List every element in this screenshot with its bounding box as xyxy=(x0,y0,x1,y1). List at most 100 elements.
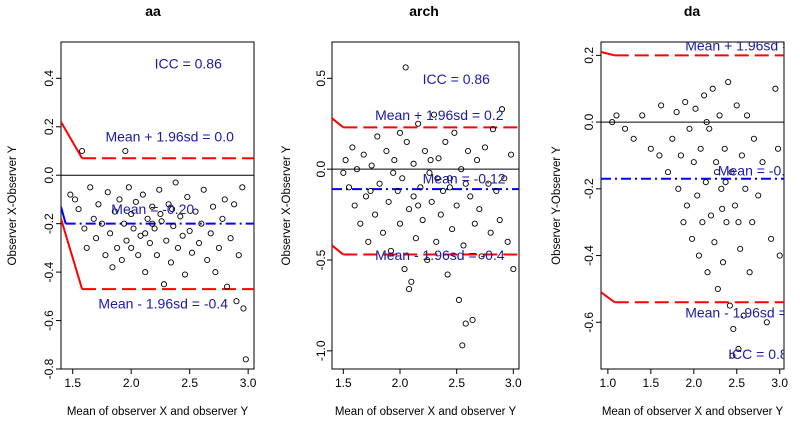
data-point xyxy=(402,64,409,71)
data-point xyxy=(207,230,214,237)
data-point xyxy=(496,216,503,224)
data-point xyxy=(706,125,713,132)
data-point xyxy=(682,99,689,106)
data-point xyxy=(399,175,406,182)
y-axis-label: Observer X-Observer Y xyxy=(7,145,19,265)
x-axis-label: Mean of observer X and observer Y xyxy=(602,406,784,418)
data-point xyxy=(464,147,472,155)
data-point xyxy=(733,102,740,109)
data-point xyxy=(184,193,191,201)
x-tick-label: 2.0 xyxy=(685,376,702,390)
data-point xyxy=(215,244,222,251)
data-point xyxy=(412,235,419,242)
data-point xyxy=(142,230,149,237)
data-point xyxy=(759,159,766,166)
data-point xyxy=(658,102,665,109)
data-point xyxy=(699,219,706,226)
data-point xyxy=(160,281,167,288)
data-point xyxy=(744,112,751,119)
data-point xyxy=(372,211,379,218)
data-point xyxy=(510,266,517,273)
data-point xyxy=(385,198,392,205)
data-point xyxy=(195,239,203,247)
data-point xyxy=(476,206,483,213)
data-point xyxy=(351,202,358,209)
data-point xyxy=(387,247,394,254)
data-point xyxy=(362,193,370,200)
data-point xyxy=(489,126,496,133)
data-point xyxy=(707,212,715,219)
data-point xyxy=(713,159,720,166)
data-point xyxy=(455,296,462,304)
annotation: Mean = -0.17 xyxy=(718,162,800,178)
y-tick-label: -0.8 xyxy=(42,358,56,379)
data-point xyxy=(493,187,500,195)
annotation: Mean - 1.96sd = -0.4 xyxy=(98,295,228,311)
data-point xyxy=(79,147,86,155)
data-point xyxy=(102,252,109,259)
data-point xyxy=(735,219,742,226)
data-point xyxy=(75,206,82,213)
data-point xyxy=(169,206,176,213)
annotation: Mean + 1.96sd = 0.20 xyxy=(685,37,800,53)
data-point xyxy=(111,208,118,215)
y-tick-label: -1.0 xyxy=(314,340,328,361)
data-point xyxy=(471,220,478,227)
data-point xyxy=(144,215,151,222)
data-point xyxy=(345,184,353,191)
data-point xyxy=(508,151,515,158)
data-point xyxy=(188,249,196,256)
data-point xyxy=(153,252,160,259)
data-point xyxy=(613,112,620,119)
data-point xyxy=(179,232,186,239)
data-point xyxy=(433,238,440,245)
data-point xyxy=(673,109,680,116)
data-point xyxy=(428,198,435,205)
data-point xyxy=(690,159,697,166)
data-point xyxy=(403,138,410,145)
data-point xyxy=(639,112,646,119)
data-point xyxy=(360,151,367,158)
data-point xyxy=(177,213,184,220)
data-point xyxy=(426,169,433,176)
data-point xyxy=(118,256,125,264)
data-point xyxy=(701,92,708,99)
data-point xyxy=(772,85,779,92)
data-point xyxy=(669,135,676,142)
data-point xyxy=(170,223,177,230)
panel-title: arch xyxy=(409,3,439,19)
data-point xyxy=(383,147,390,155)
y-tick-label: 0.0 xyxy=(582,113,596,130)
y-axis-label: Observer X-Observer Y xyxy=(281,145,293,265)
panel-title: da xyxy=(684,3,701,19)
data-point xyxy=(749,219,756,226)
annotation: Mean + 1.96sd = 0.0 xyxy=(105,128,234,144)
data-point xyxy=(240,305,247,312)
data-point xyxy=(460,242,467,249)
data-point xyxy=(376,180,383,187)
data-point xyxy=(212,269,219,276)
plot-frame xyxy=(600,41,785,370)
data-point xyxy=(664,169,672,176)
data-point xyxy=(379,229,387,236)
x-tick-label: 2.5 xyxy=(181,376,198,390)
data-point xyxy=(725,78,732,86)
data-point xyxy=(498,106,506,113)
data-point xyxy=(415,120,422,127)
y-tick-label: 0.5 xyxy=(314,70,328,87)
data-point xyxy=(116,196,123,203)
x-tick-label: 3.0 xyxy=(505,376,522,390)
data-point xyxy=(132,198,139,205)
data-point xyxy=(128,244,135,251)
x-tick-label: 2.0 xyxy=(123,376,140,390)
data-point xyxy=(391,157,398,164)
data-point xyxy=(410,193,417,200)
data-point xyxy=(689,235,696,242)
data-point xyxy=(746,269,753,276)
data-point xyxy=(125,184,132,191)
data-point xyxy=(680,219,687,226)
data-point xyxy=(474,157,481,164)
data-point xyxy=(722,179,729,186)
data-point xyxy=(731,202,739,209)
data-point xyxy=(165,201,172,208)
